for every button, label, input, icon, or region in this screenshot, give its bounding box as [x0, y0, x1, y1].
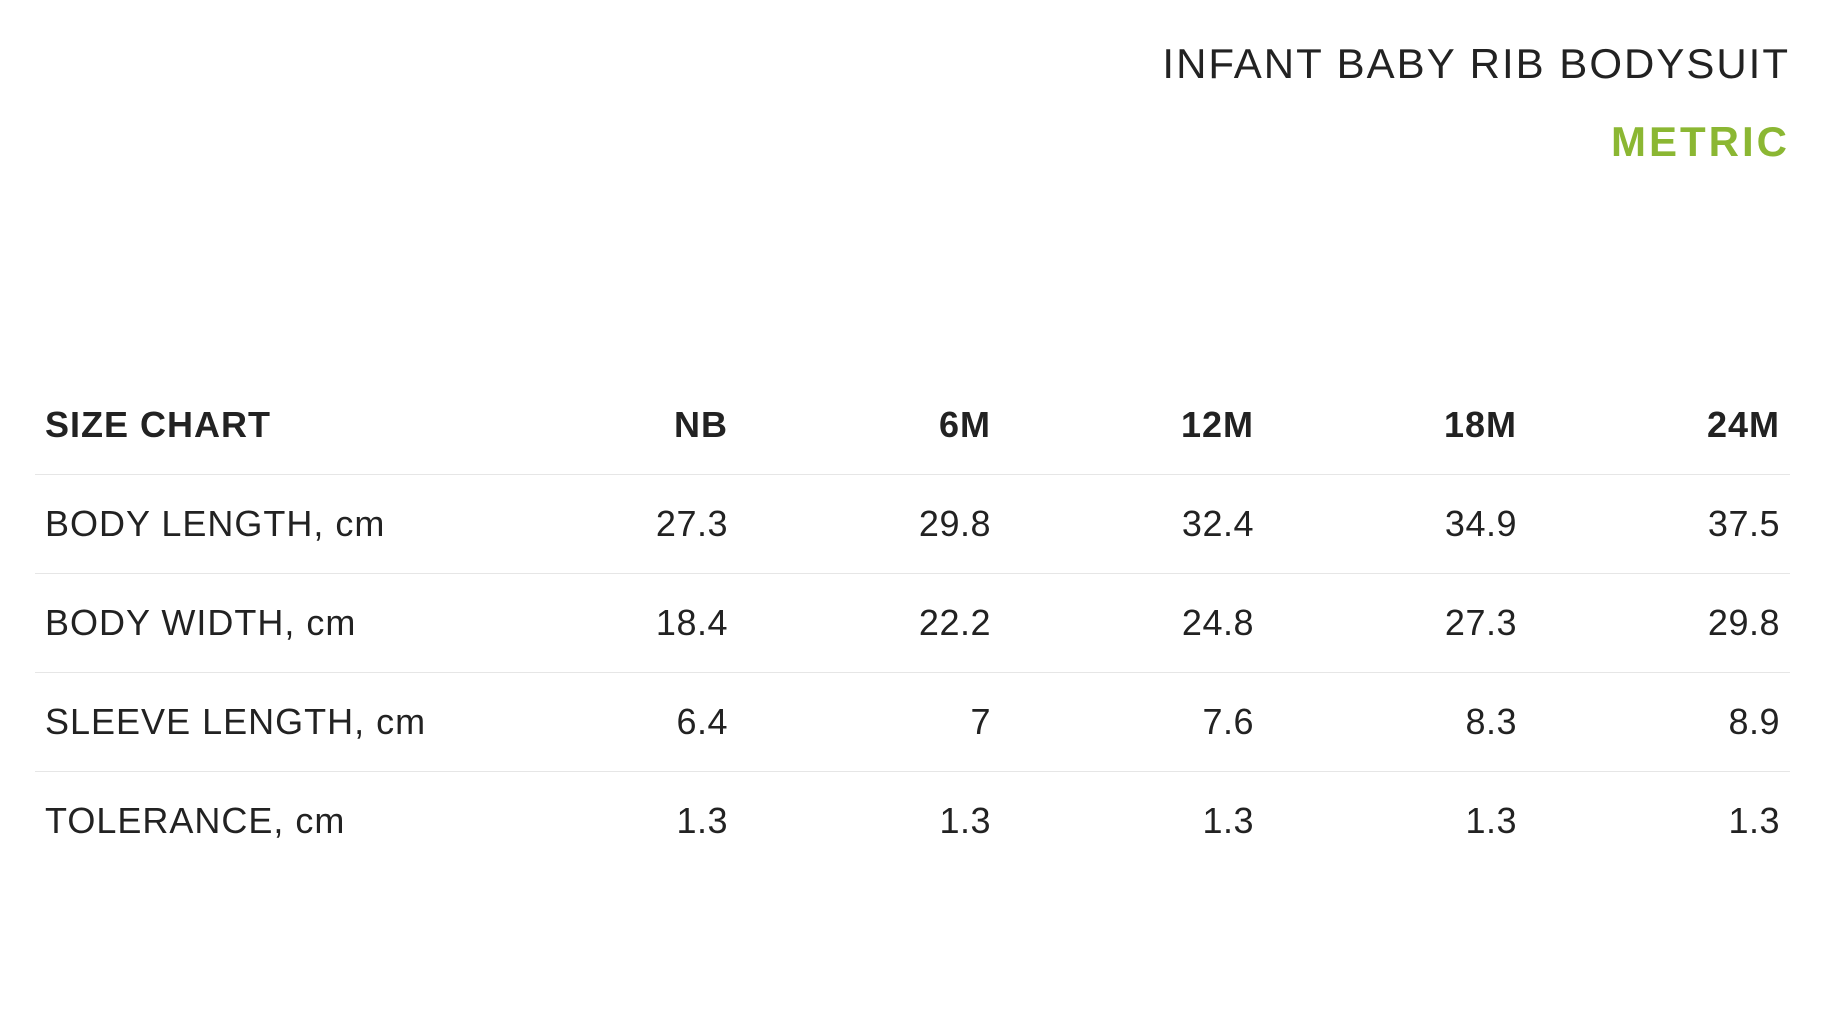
cell: 1.3 [475, 772, 738, 871]
cell: 7.6 [1001, 673, 1264, 772]
col-header: NB [475, 376, 738, 475]
col-header: 18M [1264, 376, 1527, 475]
cell: 1.3 [1001, 772, 1264, 871]
table-row: BODY LENGTH, cm 27.3 29.8 32.4 34.9 37.5 [35, 475, 1790, 574]
cell: 6.4 [475, 673, 738, 772]
cell: 24.8 [1001, 574, 1264, 673]
row-label: SLEEVE LENGTH, cm [35, 673, 475, 772]
row-label: BODY WIDTH, cm [35, 574, 475, 673]
cell: 8.9 [1527, 673, 1790, 772]
col-header: 24M [1527, 376, 1790, 475]
size-chart-table: SIZE CHART NB 6M 12M 18M 24M BODY LENGTH… [35, 376, 1790, 870]
table-title: SIZE CHART [35, 376, 475, 475]
col-header: 6M [738, 376, 1001, 475]
cell: 1.3 [738, 772, 1001, 871]
cell: 27.3 [1264, 574, 1527, 673]
cell: 27.3 [475, 475, 738, 574]
header: INFANT BABY RIB BODYSUIT METRIC [35, 40, 1790, 166]
table-row: SLEEVE LENGTH, cm 6.4 7 7.6 8.3 8.9 [35, 673, 1790, 772]
table-row: BODY WIDTH, cm 18.4 22.2 24.8 27.3 29.8 [35, 574, 1790, 673]
table-header-row: SIZE CHART NB 6M 12M 18M 24M [35, 376, 1790, 475]
cell: 7 [738, 673, 1001, 772]
table-row: TOLERANCE, cm 1.3 1.3 1.3 1.3 1.3 [35, 772, 1790, 871]
cell: 18.4 [475, 574, 738, 673]
cell: 32.4 [1001, 475, 1264, 574]
cell: 29.8 [738, 475, 1001, 574]
col-header: 12M [1001, 376, 1264, 475]
cell: 8.3 [1264, 673, 1527, 772]
row-label: TOLERANCE, cm [35, 772, 475, 871]
cell: 34.9 [1264, 475, 1527, 574]
row-label: BODY LENGTH, cm [35, 475, 475, 574]
cell: 1.3 [1264, 772, 1527, 871]
cell: 29.8 [1527, 574, 1790, 673]
product-title: INFANT BABY RIB BODYSUIT [35, 40, 1790, 88]
cell: 22.2 [738, 574, 1001, 673]
cell: 1.3 [1527, 772, 1790, 871]
page: INFANT BABY RIB BODYSUIT METRIC SIZE CHA… [0, 0, 1825, 1032]
cell: 37.5 [1527, 475, 1790, 574]
unit-label: METRIC [35, 118, 1790, 166]
